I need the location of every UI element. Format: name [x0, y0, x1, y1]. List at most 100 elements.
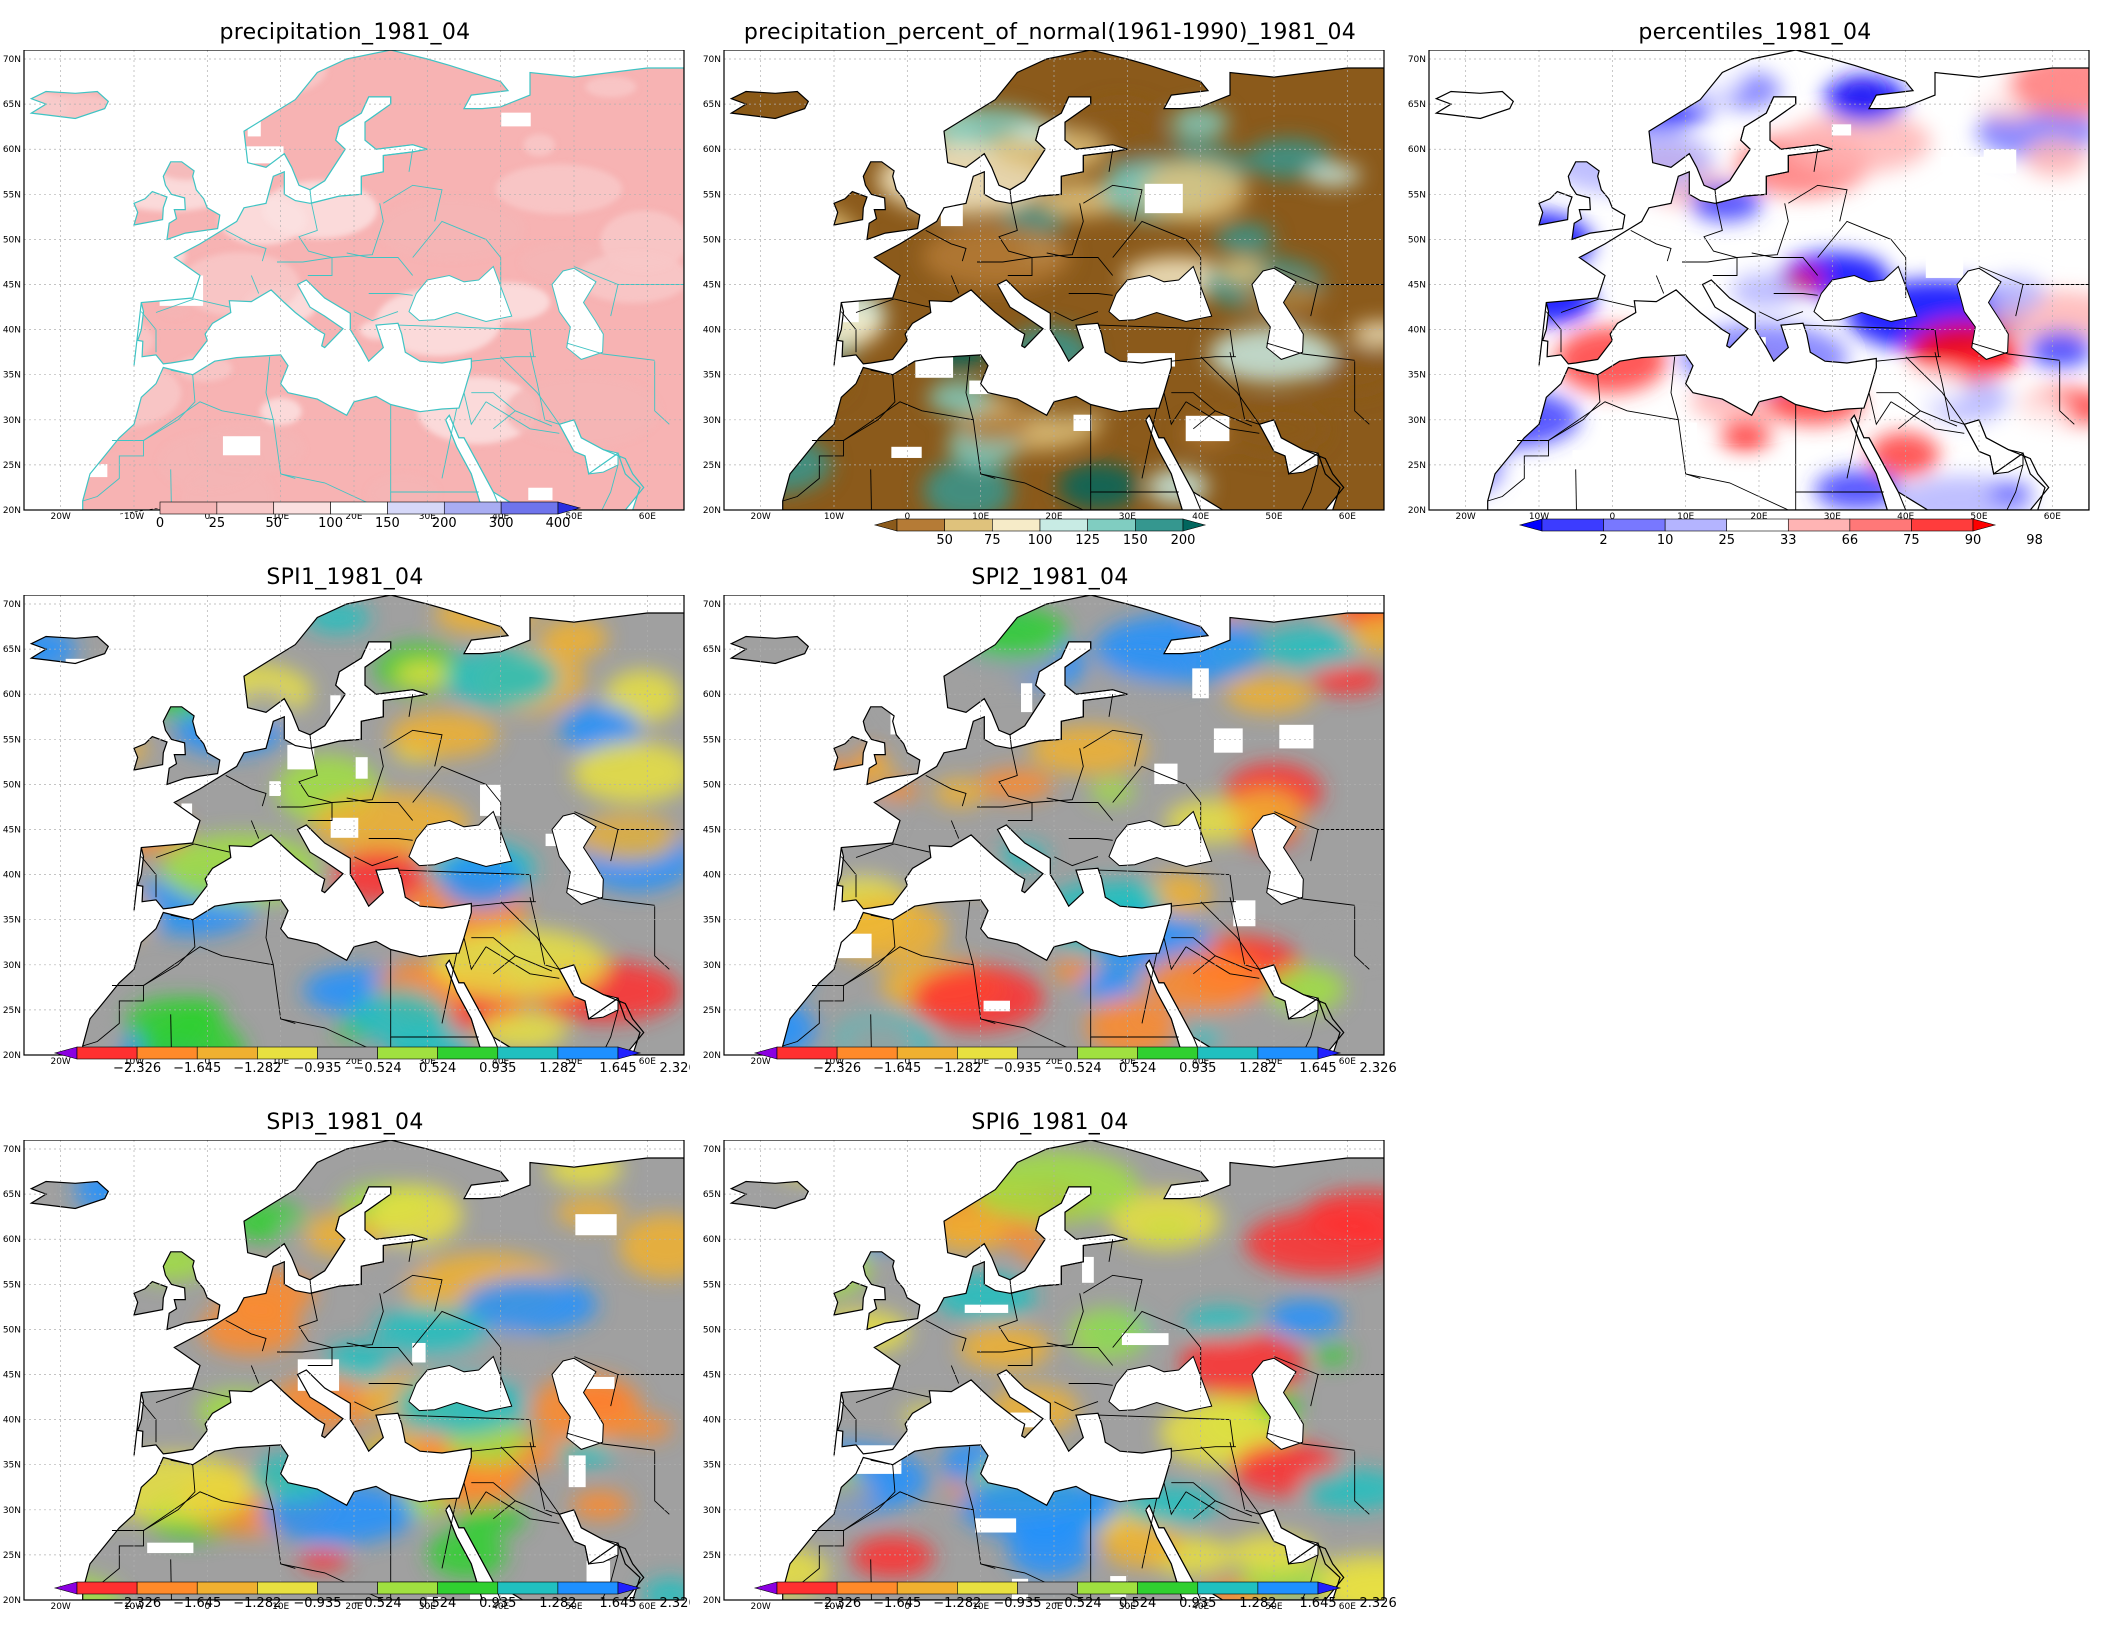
panel-precipitation: precipitation_1981_04 70N 65N 60N 55N 50N 45N… [0, 20, 690, 540]
colorbar-box [317, 1046, 378, 1060]
missing-data-cell [1233, 900, 1256, 927]
lon-tick-label: 30E [419, 1057, 436, 1065]
colorbar-box [1077, 1581, 1138, 1595]
colorbar-box [159, 501, 218, 515]
lon-tick-label: 50E [1265, 1602, 1282, 1610]
border-line [346, 252, 414, 276]
map-spi1: 70N 65N 60N 55N 50N 45N 40N 35N 30N 25N 20N 20W 10W 0… [3, 595, 685, 1065]
missing-data-cell [1660, 422, 1697, 442]
border-line [1670, 356, 1679, 420]
missing-data-cell [1121, 1333, 1169, 1346]
map-frame [723, 50, 1385, 511]
colorbar-tick-label: −1.282 [233, 1596, 281, 1611]
water-body [1251, 267, 1304, 360]
colorbar-box [776, 1046, 838, 1060]
border-line [925, 230, 967, 262]
lon-tick-label: 60E [639, 1602, 656, 1610]
lat-tick-label: 65N [3, 1190, 21, 1200]
border-line [1163, 937, 1187, 971]
border-line [1171, 1482, 1216, 1502]
missing-data-cell [575, 1214, 617, 1236]
border-line [1108, 694, 1114, 717]
missing-data-cell [983, 1000, 1010, 1012]
colorbar-box [1197, 1581, 1259, 1595]
border-line [353, 856, 399, 867]
missing-data-cell [269, 781, 281, 796]
lat-tick-label: 40N [703, 326, 721, 336]
border-line [1171, 937, 1216, 957]
missing-data-cell [1154, 763, 1178, 785]
border-line [1068, 293, 1113, 296]
border-line [965, 1446, 974, 1510]
colorbar-tick-label: 33 [1780, 533, 1797, 548]
lon-tick-label: 50E [565, 512, 582, 520]
colorbar-box [1039, 518, 1088, 532]
colorbar-tick-label: 1.645 [1299, 1061, 1336, 1076]
colorbar-box [136, 1581, 198, 1595]
coastline [162, 706, 221, 786]
lat-tick-label: 20N [3, 1596, 21, 1606]
lon-tick-label: 20W [750, 512, 770, 520]
border-line [529, 1442, 560, 1515]
border-line [298, 748, 384, 803]
lat-tick-label: 20N [703, 1051, 721, 1061]
lon-tick-label: 10E [972, 512, 989, 520]
border-line [1108, 1239, 1114, 1262]
map-frame [1428, 50, 2090, 511]
lon-tick-label: 20E [1045, 1057, 1062, 1065]
colorbar-box [216, 501, 275, 515]
border-line [82, 440, 144, 502]
lat-tick-label: 65N [1408, 100, 1426, 110]
colorbar-tick-label: −0.935 [293, 1061, 341, 1076]
panel-spi2: SPI2_1981_04 70N 65N 60N 55N 50N 45N 40N 35N 30N… [700, 565, 1400, 1085]
panel-title: precipitation_1981_04 [219, 20, 471, 45]
coastline [133, 190, 168, 226]
border-line [1487, 440, 1549, 502]
colorbar-arrow-left [53, 1581, 78, 1595]
missing-data-cell [891, 446, 922, 458]
border-line [368, 293, 413, 296]
lat-tick-label: 60N [1408, 145, 1426, 155]
border-line [566, 887, 655, 906]
colorbar-box [377, 1046, 438, 1060]
water-body [551, 267, 604, 360]
lat-tick-label: 50N [1408, 235, 1426, 245]
lat-tick-label: 60N [3, 690, 21, 700]
lat-tick-label: 35N [703, 1461, 721, 1471]
lat-tick-label: 65N [703, 1190, 721, 1200]
border-line [265, 901, 274, 965]
map-spi3: 70N 65N 60N 55N 50N 45N 40N 35N 30N 25N 20N 20W 10W 0… [3, 1140, 685, 1610]
panel-title: precipitation_percent_of_normal(1961-199… [743, 20, 1357, 45]
coastline [29, 90, 110, 120]
colorbar-tick-label: 1.282 [1239, 1061, 1276, 1076]
colorbar-arrow-right [617, 1581, 642, 1595]
border-line [1171, 356, 1236, 362]
coastline [162, 1251, 221, 1331]
colorbar-tick-label: 0.935 [479, 1596, 516, 1611]
lon-tick-label: 30E [1119, 1602, 1136, 1610]
border-line [1813, 149, 1819, 172]
border-line [1053, 1401, 1099, 1412]
border-line [493, 1500, 553, 1520]
border-line [1773, 293, 1818, 296]
colorbar-tick-label: −1.645 [173, 1596, 221, 1611]
colorbar-tick-label: −1.282 [233, 1061, 281, 1076]
lat-tick-label: 70N [3, 600, 21, 610]
colorbar-arrow-left [753, 1581, 778, 1595]
colorbar-box [957, 1581, 1018, 1595]
border-line [353, 1401, 399, 1412]
colorbar-box [1137, 1046, 1199, 1060]
missing-data-cell [1073, 414, 1092, 431]
colorbar-tick-label: 50 [936, 533, 953, 548]
lon-tick-label: 10W [124, 1057, 144, 1065]
colorbar-tick-label: −0.524 [354, 1061, 402, 1076]
panel-spi3: SPI3_1981_04 70N 65N 60N 55N 50N 45N 40N 35N 30N… [0, 1110, 690, 1620]
border-line [1171, 392, 1216, 412]
border-line [1046, 252, 1114, 276]
colorbar-tick-label: 0.935 [479, 1061, 516, 1076]
colorbar-tick-label: −0.935 [993, 1061, 1041, 1076]
lon-tick-label: 20W [750, 1057, 770, 1065]
border-line [529, 897, 560, 970]
lat-tick-label: 25N [703, 461, 721, 471]
colorbar-box [1726, 518, 1789, 532]
